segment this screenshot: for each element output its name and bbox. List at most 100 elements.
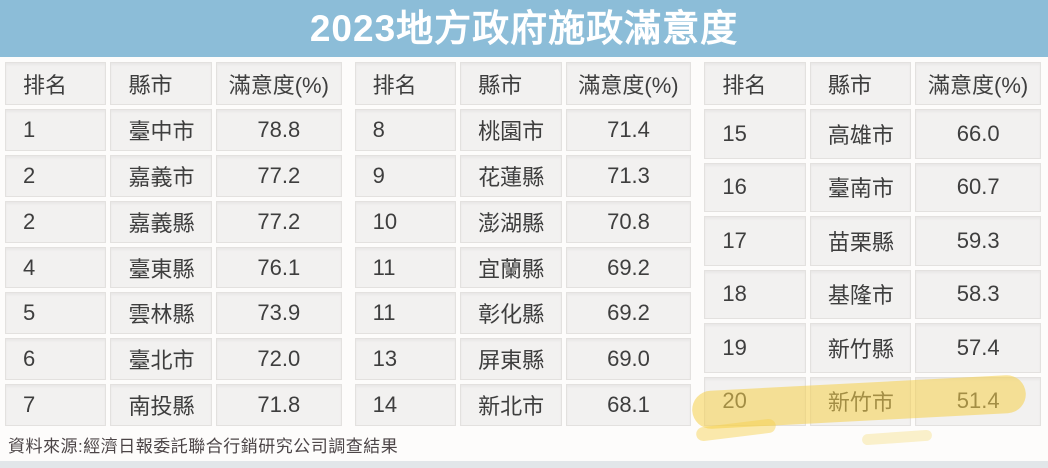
value-cell: 76.1 [215, 246, 342, 289]
table-header-row: 排名 縣市 滿意度(%) [704, 62, 1042, 105]
source-note: 資料來源:經濟日報委託聯合行銷研究公司調查結果 [8, 437, 399, 456]
page-title: 2023地方政府施政滿意度 [309, 8, 739, 49]
value-cell: 73.9 [215, 292, 342, 335]
city-cell: 宜蘭縣 [460, 246, 562, 289]
rank-cell: 14 [354, 384, 457, 427]
value-cell: 69.2 [565, 246, 692, 289]
rank-cell: 2 [5, 154, 107, 197]
city-cell: 基隆市 [809, 269, 912, 319]
column-header-rank: 排名 [354, 62, 457, 105]
table-row: 7 南投縣 71.8 [5, 384, 342, 427]
table-row: 16 臺南市 60.7 [704, 162, 1042, 212]
table-row: 15 高雄市 66.0 [704, 109, 1042, 159]
ranking-table-3: 排名 縣市 滿意度(%) 15 高雄市 66.0 16 臺南市 60.7 17 … [704, 62, 1042, 426]
table-row: 4 臺東縣 76.1 [5, 246, 342, 289]
city-cell: 嘉義市 [110, 154, 212, 197]
table-row: 9 花蓮縣 71.3 [354, 154, 692, 197]
city-cell: 澎湖縣 [460, 200, 562, 243]
value-cell: 71.8 [215, 384, 342, 427]
column-header-rank: 排名 [704, 62, 806, 105]
value-cell: 68.1 [565, 384, 692, 427]
city-cell: 苗栗縣 [809, 216, 912, 266]
rank-cell: 15 [704, 109, 806, 159]
city-cell: 臺東縣 [110, 246, 212, 289]
city-cell: 雲林縣 [110, 292, 212, 335]
rank-cell: 7 [5, 384, 107, 427]
value-cell: 57.4 [915, 323, 1042, 373]
value-cell: 70.8 [565, 200, 692, 243]
table-row: 17 苗栗縣 59.3 [704, 216, 1042, 266]
value-cell: 59.3 [915, 216, 1042, 266]
value-cell: 71.3 [565, 154, 692, 197]
city-cell: 臺南市 [809, 162, 912, 212]
table-header-row: 排名 縣市 滿意度(%) [5, 62, 342, 105]
value-cell: 78.8 [215, 109, 342, 151]
rank-cell: 6 [5, 338, 107, 381]
table-row: 14 新北市 68.1 [354, 384, 692, 427]
city-cell: 新竹市 [809, 376, 912, 426]
table-row: 2 嘉義縣 77.2 [5, 200, 342, 243]
rank-cell: 10 [354, 200, 457, 243]
value-cell: 58.3 [915, 269, 1042, 319]
value-cell: 66.0 [915, 109, 1042, 159]
table-row: 8 桃園市 71.4 [354, 109, 692, 151]
column-header-city: 縣市 [809, 62, 912, 105]
value-cell: 69.0 [565, 338, 692, 381]
rank-cell: 9 [354, 154, 457, 197]
city-cell: 嘉義縣 [110, 200, 212, 243]
rank-cell: 16 [704, 162, 806, 212]
table-row: 11 宜蘭縣 69.2 [354, 246, 692, 289]
rank-cell: 13 [354, 338, 457, 381]
rank-cell: 1 [5, 109, 107, 151]
column-header-city: 縣市 [110, 62, 212, 105]
value-cell: 72.0 [215, 338, 342, 381]
value-cell: 69.2 [565, 292, 692, 335]
city-cell: 臺中市 [110, 109, 212, 151]
highlighter-marker-smudge [861, 429, 933, 446]
table-row: 11 彰化縣 69.2 [354, 292, 692, 335]
column-header-rank: 排名 [5, 62, 107, 105]
table-row: 18 基隆市 58.3 [704, 269, 1042, 319]
table-row: 10 澎湖縣 70.8 [354, 200, 692, 243]
city-cell: 桃園市 [460, 109, 562, 151]
value-cell: 60.7 [915, 162, 1042, 212]
column-header-city: 縣市 [460, 62, 562, 105]
column-header-satisfaction: 滿意度(%) [565, 62, 692, 105]
value-cell: 77.2 [215, 154, 342, 197]
rank-cell: 17 [704, 216, 806, 266]
table-row: 5 雲林縣 73.9 [5, 292, 342, 335]
value-cell: 71.4 [565, 109, 692, 151]
city-cell: 臺北市 [110, 338, 212, 381]
city-cell: 南投縣 [110, 384, 212, 427]
rank-cell: 19 [704, 323, 806, 373]
city-cell: 高雄市 [809, 109, 912, 159]
city-cell: 新竹縣 [809, 323, 912, 373]
city-cell: 彰化縣 [460, 292, 562, 335]
rank-cell: 20 [704, 376, 806, 426]
value-cell: 77.2 [215, 200, 342, 243]
rank-cell: 11 [354, 292, 457, 335]
ranking-table-2: 排名 縣市 滿意度(%) 8 桃園市 71.4 9 花蓮縣 71.3 10 澎湖… [354, 62, 692, 427]
title-bar: 2023地方政府施政滿意度 [0, 0, 1048, 57]
table-row: 19 新竹縣 57.4 [704, 323, 1042, 373]
rank-cell: 11 [354, 246, 457, 289]
column-header-satisfaction: 滿意度(%) [915, 62, 1042, 105]
column-header-satisfaction: 滿意度(%) [215, 62, 342, 105]
rank-cell: 2 [5, 200, 107, 243]
bottom-strip [0, 461, 1048, 468]
rank-cell: 5 [5, 292, 107, 335]
ranking-table-1: 排名 縣市 滿意度(%) 1 臺中市 78.8 2 嘉義市 77.2 2 嘉義縣… [5, 62, 342, 427]
city-cell: 花蓮縣 [460, 154, 562, 197]
rank-cell: 18 [704, 269, 806, 319]
rank-cell: 8 [354, 109, 457, 151]
table-row: 1 臺中市 78.8 [5, 109, 342, 151]
table-header-row: 排名 縣市 滿意度(%) [354, 62, 692, 105]
city-cell: 屏東縣 [460, 338, 562, 381]
table-row: 6 臺北市 72.0 [5, 338, 342, 381]
value-cell: 51.4 [915, 376, 1042, 426]
table-row: 13 屏東縣 69.0 [354, 338, 692, 381]
tables-area: 排名 縣市 滿意度(%) 1 臺中市 78.8 2 嘉義市 77.2 2 嘉義縣… [5, 62, 1042, 427]
table-row: 2 嘉義市 77.2 [5, 154, 342, 197]
city-cell: 新北市 [460, 384, 562, 427]
